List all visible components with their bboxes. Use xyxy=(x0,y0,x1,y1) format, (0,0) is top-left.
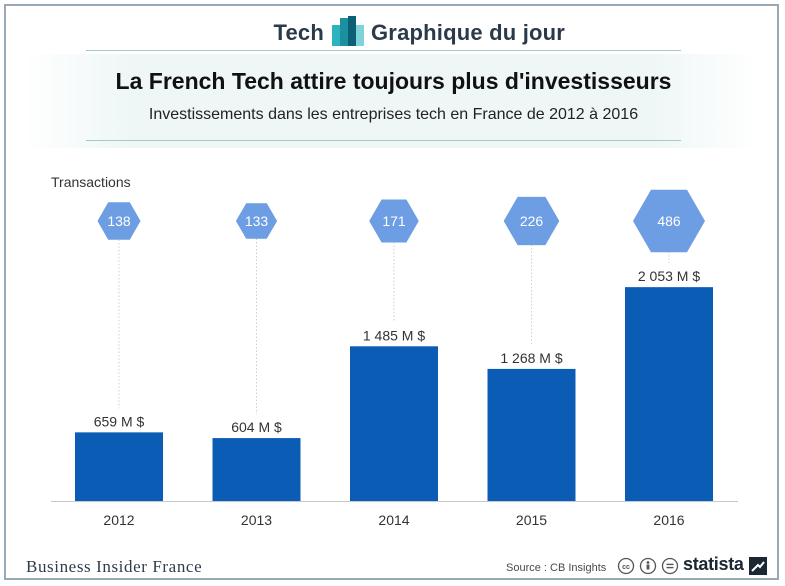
chart-subtitle: Investissements dans les entreprises tec… xyxy=(148,106,639,123)
title-bottom-rule xyxy=(86,140,681,141)
transaction-hexagon xyxy=(97,202,141,240)
connector-lines xyxy=(118,238,670,415)
value-label: 1 485 M $ xyxy=(363,327,425,343)
value-label: 659 M $ xyxy=(94,413,145,429)
transaction-hexagon xyxy=(369,199,419,243)
transaction-hexagon xyxy=(235,203,278,239)
bar-2016 xyxy=(625,287,713,501)
x-tick-labels: 2012 2013 2014 2015 2016 xyxy=(103,512,684,528)
chart-title: La French Tech attire toujours plus d'in… xyxy=(115,68,672,94)
value-label: 1 268 M $ xyxy=(500,350,562,366)
bar-2012 xyxy=(75,432,163,501)
x-tick-label: 2014 xyxy=(378,512,409,528)
transaction-hexagon xyxy=(633,189,705,253)
source-note: Source : CB Insights xyxy=(506,562,607,574)
cc-icon: cc xyxy=(617,557,635,575)
nd-icon xyxy=(661,557,679,575)
x-tick-label: 2012 xyxy=(103,512,134,528)
bar-2015 xyxy=(487,368,576,501)
transaction-label: 486 xyxy=(657,213,681,229)
header-graphique-label: Graphique du jour xyxy=(371,20,566,45)
bars-logo-icon xyxy=(332,16,364,46)
bar-2013 xyxy=(212,438,301,501)
value-label: 2 053 M $ xyxy=(638,268,700,284)
transaction-labels: 138 133 171 226 486 xyxy=(107,213,681,229)
transaction-hexagons xyxy=(97,189,705,253)
svg-text:cc: cc xyxy=(622,564,630,571)
transaction-label: 171 xyxy=(382,213,406,229)
transaction-label: 226 xyxy=(520,213,544,229)
x-tick-label: 2016 xyxy=(653,512,684,528)
header-bar: Tech Graphique du jour xyxy=(6,14,777,54)
statista-logo-icon xyxy=(749,557,767,575)
license-icons: cc xyxy=(617,557,679,575)
bar-2014 xyxy=(350,346,438,501)
bar-chart: 659 M $ 604 M $ 1 485 M $ 1 268 M $ 2 053 M … xyxy=(51,174,738,528)
transaction-label: 133 xyxy=(245,213,269,229)
header-tech-label: Tech xyxy=(273,20,324,45)
title-band xyxy=(24,54,759,148)
x-tick-label: 2015 xyxy=(516,512,547,528)
transaction-hexagon xyxy=(503,196,560,246)
transactions-label: Transactions xyxy=(51,174,131,190)
x-tick-label: 2013 xyxy=(241,512,272,528)
title-top-rule xyxy=(86,50,681,51)
by-icon xyxy=(639,557,657,575)
business-insider-brand: Business Insider France xyxy=(26,557,203,576)
value-label: 604 M $ xyxy=(231,419,282,435)
infographic-frame: Tech Graphique du jour La French Tech at… xyxy=(4,4,779,580)
bars xyxy=(75,287,713,501)
transaction-label: 138 xyxy=(107,213,131,229)
statista-logo-text: statista xyxy=(683,554,744,574)
value-labels: 659 M $ 604 M $ 1 485 M $ 1 268 M $ 2 053 M … xyxy=(94,268,701,435)
